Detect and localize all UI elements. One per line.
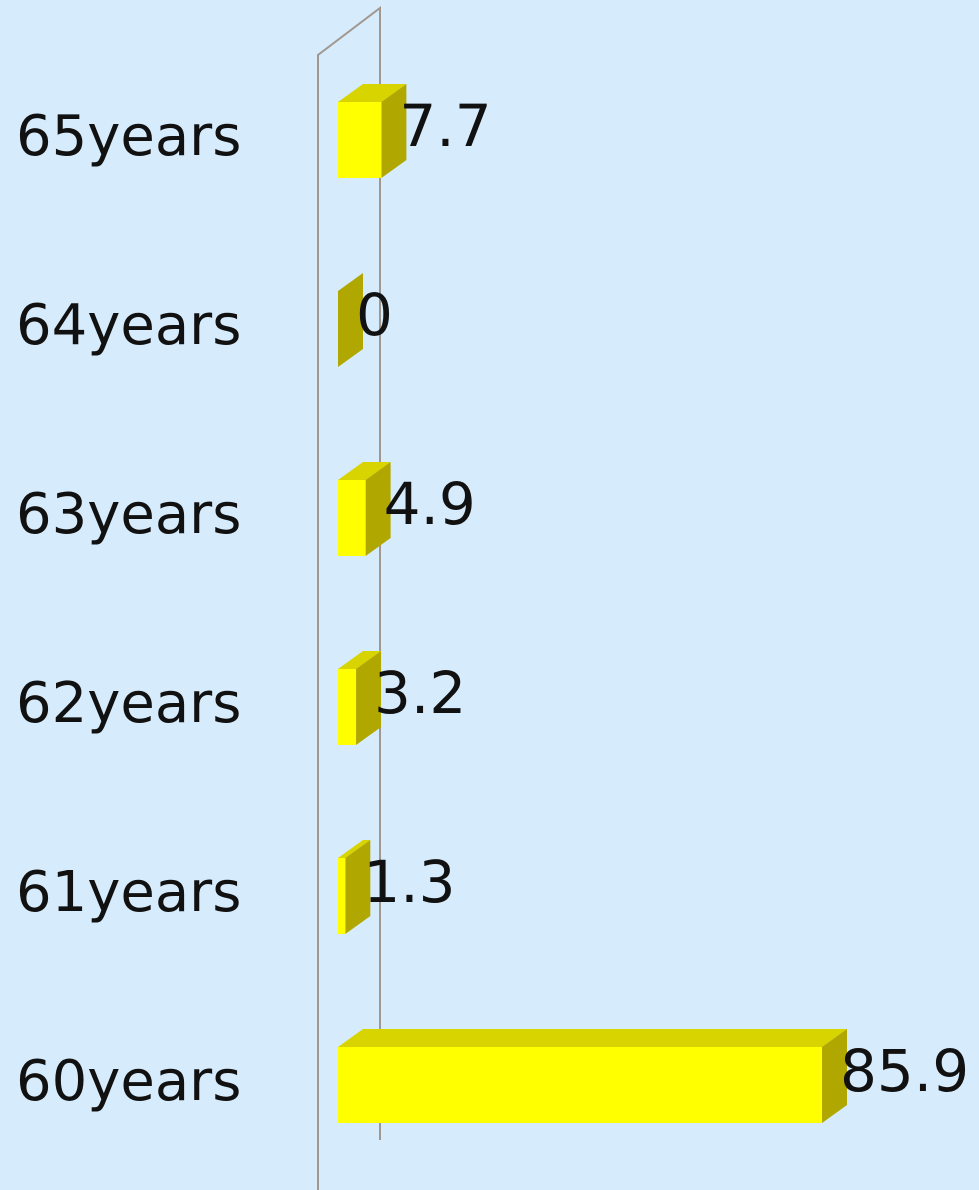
bar	[338, 1029, 847, 1123]
bar-top	[338, 1029, 847, 1047]
y-tick-label: 60years	[16, 1049, 241, 1114]
bar-side	[381, 84, 407, 178]
bar-top	[338, 651, 382, 669]
bar-side	[822, 1029, 847, 1123]
bar	[338, 273, 363, 367]
data-label: 85.9	[840, 1037, 969, 1105]
bar-top	[338, 462, 391, 480]
y-tick-label: 65years	[16, 104, 241, 169]
bar-front	[338, 102, 382, 178]
data-label: 3.2	[374, 659, 466, 727]
bar-side	[338, 273, 363, 367]
bar-front	[338, 858, 346, 934]
bar-side	[356, 651, 382, 745]
bar	[338, 840, 371, 934]
bar-side	[345, 840, 371, 934]
y-tick-label: 64years	[16, 293, 241, 358]
data-label: 4.9	[384, 470, 476, 538]
data-label: 0	[356, 281, 393, 349]
bar-side	[365, 462, 391, 556]
y-tick-label: 63years	[16, 482, 241, 547]
back-wall	[317, 5, 381, 1190]
bar-front	[338, 1047, 822, 1123]
bar	[338, 651, 382, 745]
data-label: 7.7	[399, 92, 491, 160]
y-tick-label: 62years	[16, 671, 241, 736]
bar	[338, 462, 391, 556]
bar	[338, 84, 407, 178]
bar-front	[338, 480, 366, 556]
data-label: 1.3	[363, 848, 455, 916]
bar-top	[338, 840, 371, 858]
y-tick-label: 61years	[16, 860, 241, 925]
bar-front	[338, 669, 357, 745]
bar-top	[338, 84, 407, 102]
